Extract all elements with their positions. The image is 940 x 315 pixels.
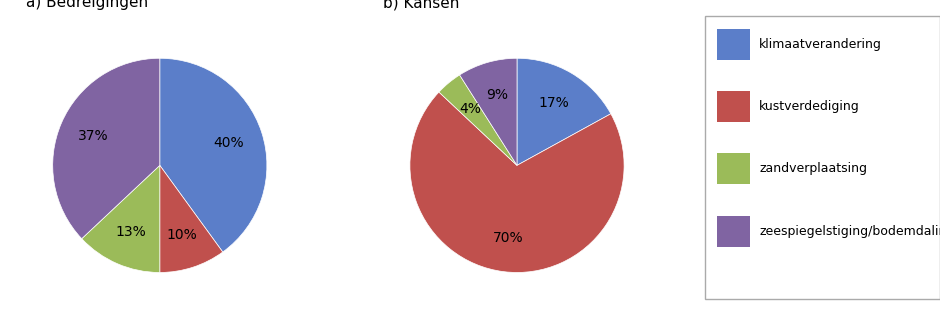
Wedge shape [160, 165, 223, 272]
Bar [717, 91, 750, 122]
Wedge shape [82, 165, 160, 272]
Text: kustverdediging: kustverdediging [760, 100, 860, 113]
Text: klimaatverandering: klimaatverandering [760, 37, 882, 51]
Text: b) Kansen: b) Kansen [384, 0, 460, 10]
Wedge shape [160, 58, 267, 252]
Text: zeespiegelstiging/bodemdaling: zeespiegelstiging/bodemdaling [760, 225, 940, 238]
Wedge shape [410, 92, 624, 272]
Text: 9%: 9% [486, 89, 508, 102]
Wedge shape [439, 75, 517, 165]
Bar [717, 153, 750, 185]
Wedge shape [517, 58, 611, 165]
Text: 10%: 10% [167, 228, 197, 242]
Text: 17%: 17% [539, 96, 570, 110]
Text: zandverplaatsing: zandverplaatsing [760, 162, 867, 175]
Wedge shape [460, 58, 517, 165]
Text: 4%: 4% [460, 102, 481, 116]
Wedge shape [53, 58, 160, 239]
Text: 37%: 37% [78, 129, 108, 143]
Text: a) Bedreigingen: a) Bedreigingen [26, 0, 149, 10]
Bar [717, 29, 750, 60]
Text: 40%: 40% [213, 136, 244, 150]
Text: 70%: 70% [493, 231, 524, 245]
Bar [717, 215, 750, 247]
FancyBboxPatch shape [705, 16, 940, 299]
Text: 13%: 13% [116, 225, 147, 239]
